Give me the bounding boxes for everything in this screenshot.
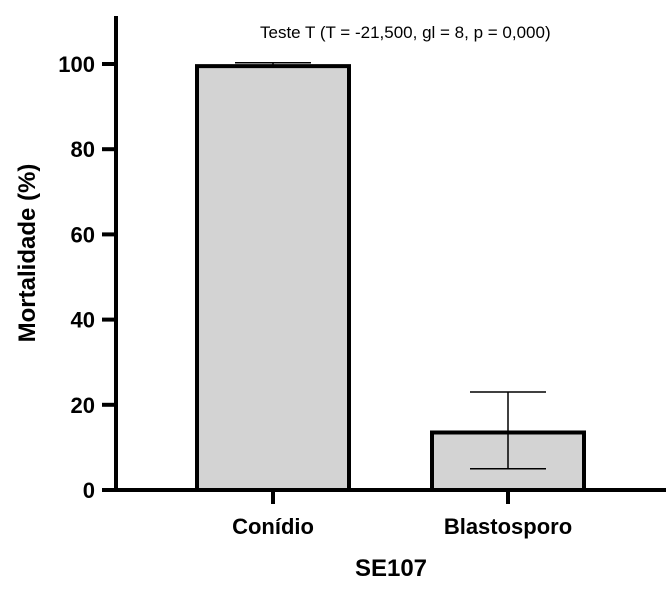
y-tick-label: 40 [71,308,95,333]
x-tick-label: Blastosporo [444,514,572,539]
bar [195,64,351,492]
y-tick-label: 60 [71,222,95,247]
bars-group [195,61,586,492]
y-tick-label: 100 [58,52,95,77]
x-tick-label: Conídio [232,514,314,539]
y-axis-ticks: 0 20 40 60 80 100 [58,52,116,503]
y-tick-label: 20 [71,393,95,418]
y-tick-label: 0 [83,478,95,503]
y-tick-label: 80 [71,137,95,162]
x-axis-ticks: Conídio Blastosporo [232,490,572,539]
t-test-annotation: Teste T (T = -21,500, gl = 8, p = 0,000) [260,23,551,42]
x-axis-title: SE107 [355,555,427,582]
y-axis-title: Mortalidade (%) [14,164,41,343]
